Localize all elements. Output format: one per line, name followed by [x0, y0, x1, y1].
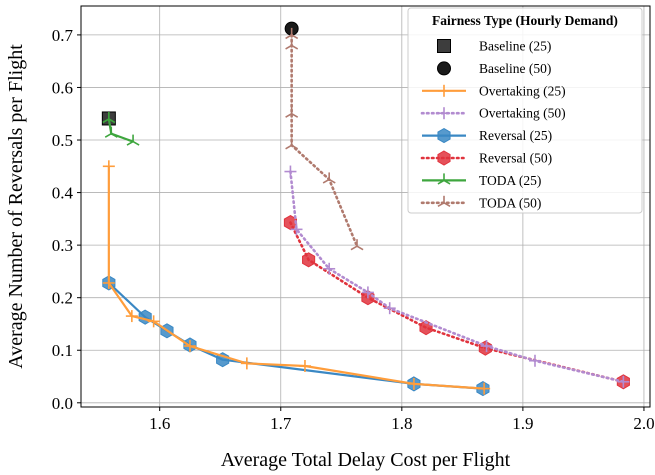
point-reversal-50: [283, 214, 297, 231]
series-reversal-50: [283, 214, 630, 390]
legend-item-baseline-50: Baseline (50): [437, 61, 551, 76]
series-toda-50: [285, 27, 364, 251]
x-tick-label: 2.0: [633, 414, 654, 433]
y-tick-label: 0.2: [52, 289, 73, 308]
point-overtaking-25: [183, 340, 196, 353]
legend-marker: [437, 150, 451, 166]
legend-marker: [437, 61, 451, 76]
point-overtaking-25: [102, 276, 115, 289]
point-toda-50: [350, 239, 364, 251]
point-toda-50: [285, 38, 299, 50]
legend-box: [407, 7, 643, 214]
y-tick-label: 0.3: [52, 236, 73, 255]
plot-frame: [80, 5, 651, 408]
point-overtaking-50: [480, 340, 493, 353]
point-toda-25: [102, 111, 116, 124]
series-overtaking-50: [284, 165, 630, 388]
series-line-reversal-50: [289, 221, 625, 384]
legend-marker: [438, 84, 450, 97]
point-overtaking-50: [323, 262, 336, 275]
point-overtaking-50: [617, 375, 630, 388]
point-overtaking-50: [361, 286, 374, 299]
legend-item-overtaking-50: Overtaking (50): [420, 106, 566, 121]
x-tick-label: 1.7: [270, 414, 292, 433]
legend-marker: [437, 39, 451, 53]
legend-title: Fairness Type (Hourly Demand): [432, 13, 618, 28]
y-tick-label: 0.6: [52, 78, 73, 97]
series-line-toda-50: [290, 33, 359, 248]
legend-label: Reversal (50): [479, 151, 552, 166]
y-tick-label: 0.0: [52, 394, 73, 413]
point-overtaking-50: [383, 302, 396, 315]
series-line-overtaking-50: [289, 170, 625, 384]
point-reversal-50: [302, 252, 316, 268]
point-overtaking-25: [478, 382, 491, 395]
y-tick-label: 0.1: [52, 341, 73, 360]
legend-marker: [438, 107, 450, 120]
legend-marker: [437, 173, 451, 185]
series-reversal-25: [102, 275, 490, 397]
point-toda-25: [126, 134, 140, 146]
point-overtaking-25: [125, 310, 138, 323]
legend-marker: [437, 128, 451, 144]
point-toda-25: [104, 126, 118, 138]
legend-label: Baseline (50): [479, 61, 551, 76]
legend-item-overtaking-25: Overtaking (25): [422, 83, 566, 98]
point-overtaking-25: [298, 360, 311, 373]
series-layer: [101, 21, 630, 397]
x-tick-label: 1.9: [512, 414, 533, 433]
y-tick-label: 0.7: [52, 26, 74, 45]
legend-item-toda-25: TODA (25): [422, 173, 541, 188]
y-tick-label: 0.4: [52, 184, 74, 203]
point-overtaking-50: [284, 165, 297, 178]
y-tick-label: 0.5: [52, 131, 73, 150]
legend-label: TODA (25): [479, 173, 541, 188]
legend-label: TODA (50): [479, 195, 541, 210]
x-tick-label: 1.6: [149, 414, 170, 433]
legend-label: Reversal (25): [479, 128, 552, 143]
point-overtaking-50: [290, 223, 303, 236]
legend-item-reversal-50: Reversal (50): [420, 150, 552, 166]
legend-item-toda-50: TODA (50): [420, 195, 541, 210]
legend-label: Baseline (25): [479, 39, 551, 54]
x-axis-label: Average Total Delay Cost per Flight: [221, 449, 511, 471]
legend-label: Overtaking (50): [479, 106, 566, 121]
x-tick-label: 1.8: [391, 414, 412, 433]
series-overtaking-25: [102, 160, 491, 395]
ticks: 1.6 1.7 1.8 1.9 2.0 0.0 0.1 0.2 0.3 0.4 0.5 0.6 0.7: [52, 26, 655, 433]
point-overtaking-50: [528, 354, 541, 367]
legend-label: Overtaking (25): [479, 83, 566, 98]
series-toda-25: [102, 111, 140, 146]
legend-marker: [437, 195, 451, 207]
point-toda-50: [285, 138, 299, 150]
y-axis-label: Average Number of Reversals per Flight: [5, 44, 27, 369]
point-toda-50: [322, 172, 336, 184]
point-overtaking-25: [147, 315, 160, 328]
legend-item-baseline-25: Baseline (25): [437, 39, 551, 54]
point-toda-50: [285, 27, 299, 40]
point-overtaking-25: [240, 357, 253, 370]
legend: Fairness Type (Hourly Demand) Baseline (…: [407, 7, 643, 214]
point-toda-50: [285, 106, 299, 118]
point-overtaking-25: [407, 377, 420, 390]
point-overtaking-25: [102, 160, 115, 173]
legend-item-reversal-25: Reversal (25): [422, 128, 552, 144]
legend-items: Baseline (25) Baseline (50) Overtaking (25…: [420, 39, 566, 210]
